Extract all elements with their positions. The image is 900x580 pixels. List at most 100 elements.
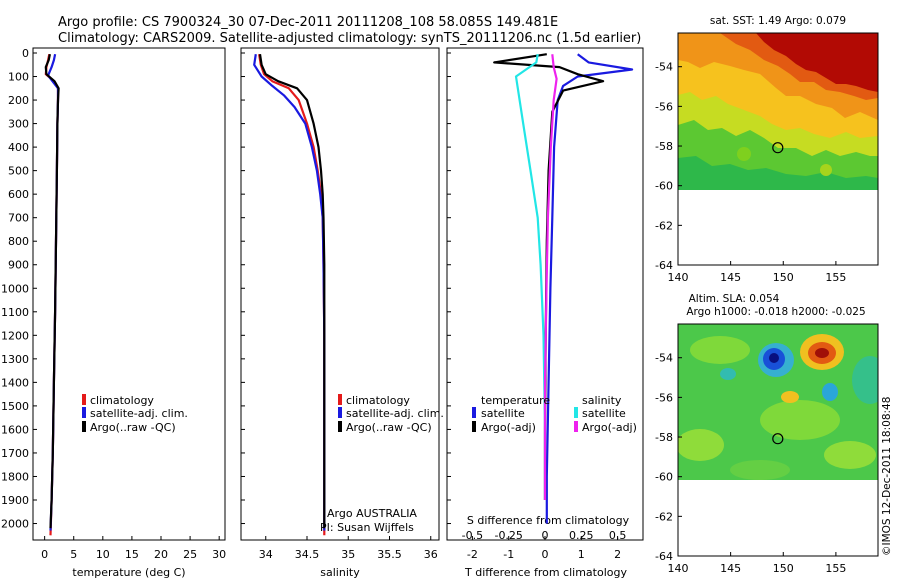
temperature-legend: climatology satellite-adj. clim. Argo(..… [82,394,188,434]
x-tick-label: 0 [41,548,48,561]
depth-ticks [33,52,451,525]
legend-swatch-argo [82,421,86,432]
depth-tick-label: 400 [8,141,29,154]
depth-tick-label: 1500 [1,400,29,413]
difference-series [493,53,634,524]
map-y-tick-label: -54 [655,352,673,365]
map-y-tick-label: -54 [655,61,673,74]
x-tick-label: 0 [542,548,549,561]
legend-label: satellite-adj. clim. [90,407,188,420]
x-tick-label: 2 [614,548,621,561]
salinity-xlabel: salinity [320,566,360,579]
difference-x-ticks: -2 -1 0 1 2 [467,536,621,561]
depth-tick-label: 100 [8,71,29,84]
legend-swatch-climatology [82,394,86,405]
x-tick-label: -1 [503,548,514,561]
map-y-tick-label: -60 [655,180,673,193]
x-tick-label: 1 [578,548,585,561]
depth-tick-label: 300 [8,118,29,131]
map-x-tick-label: 155 [825,562,846,575]
x-tick-label: -2 [467,548,478,561]
salinity-panel [240,47,440,541]
depth-tick-label: 1700 [1,447,29,460]
legend-swatch-satellite [338,407,342,418]
map-y-tick-label: -58 [655,431,673,444]
x-tick-label: 15 [125,548,139,561]
x-tick-label: 20 [154,548,168,561]
map-y-tick-label: -56 [655,100,673,113]
depth-tick-label: 500 [8,165,29,178]
imos-credit: ©IMOS 12-Dec-2011 18:08:48 [881,397,893,556]
map-x-tick-label: 140 [668,562,689,575]
legend-swatch-argo [338,421,342,432]
salinity-x-ticks: 34 34.5 35 35.5 36 [259,536,438,561]
legend-label: Argo(-adj) [481,421,536,434]
depth-tick-label: 1800 [1,470,29,483]
sst-heatmap [678,33,878,265]
temperature-panel [32,47,226,541]
depth-tick-label: 800 [8,235,29,248]
sst-map-y-ticks: -54 -56 -58 -60 -62 -64 [655,61,682,272]
depth-tick-label: 1000 [1,282,29,295]
depth-tick-label: 900 [8,259,29,272]
sla-map-y-ticks: -54 -56 -58 -60 -62 -64 [655,352,682,563]
legend-label: satellite [582,407,626,420]
legend-group-title: salinity [582,394,622,407]
x-tick-label: 0 [542,529,549,542]
legend-label: Argo(-adj) [582,421,637,434]
sst-map-x-ticks: 140 145 150 155 [668,261,846,284]
x-tick-label: 0.25 [569,529,594,542]
map-x-tick-label: 140 [668,271,689,284]
difference-legend: temperature salinity satellite Argo(-adj… [472,394,637,434]
x-tick-label: 10 [96,548,110,561]
sla-map-x-ticks: 140 145 150 155 [668,552,846,575]
map-y-tick-label: -60 [655,471,673,484]
sst-map-title: sat. SST: 1.49 Argo: 0.079 [710,15,846,27]
x-tick-label: 35 [341,548,355,561]
map-x-tick-label: 150 [773,271,794,284]
sla-map-subtitle: Argo h1000: -0.018 h2000: -0.025 [686,306,865,318]
header-line-2: Climatology: CARS2009. Satellite-adjuste… [58,31,641,46]
x-tick-label: 36 [424,548,438,561]
difference-xlabel: T difference from climatology [464,566,627,579]
map-x-tick-label: 145 [720,271,741,284]
map-y-tick-label: -64 [655,550,673,563]
legend-swatch-satellite [82,407,86,418]
sla-map-frame [677,323,879,557]
difference-x2label: S difference from climatology [467,514,630,527]
depth-tick-label: 1600 [1,423,29,436]
x-tick-label: 0.5 [609,529,627,542]
temperature-xlabel: temperature (deg C) [72,566,185,579]
x-tick-label: 30 [212,548,226,561]
series-line-satellite [545,53,634,524]
argo-location-marker [772,433,784,445]
x-tick-label: 5 [70,548,77,561]
difference-s-ticks: -0.5 -0.25 0 0.25 0.5 [462,529,627,542]
depth-tick-label: 1900 [1,494,29,507]
legend-label: satellite [481,407,525,420]
x-tick-label: 34.5 [295,548,320,561]
legend-swatch-climatology [338,394,342,405]
salinity-series [253,54,326,536]
temperature-x-ticks: 0 5 10 15 20 25 30 [41,536,226,561]
legend-group-title: temperature [481,394,550,407]
depth-tick-label: 1200 [1,329,29,342]
header-line-1: Argo profile: CS 7900324_30 07-Dec-2011 … [58,15,558,30]
legend-label: Argo(..raw -QC) [346,421,432,434]
map-y-tick-label: -62 [655,510,673,523]
depth-tick-label: 1300 [1,353,29,366]
x-tick-label: -0.5 [462,529,483,542]
argo-location-marker [772,142,784,154]
sst-map-frame [677,32,879,266]
depth-tick-label: 2000 [1,518,29,531]
depth-tick-label: 0 [22,47,29,60]
depth-tick-label: 700 [8,212,29,225]
temperature-series [44,53,60,536]
legend-swatch-s-satellite [574,407,578,418]
legend-label: Argo(..raw -QC) [90,421,176,434]
series-line-argo [258,54,326,529]
map-y-tick-label: -62 [655,219,673,232]
map-y-tick-label: -64 [655,259,673,272]
legend-swatch-t-argo [472,421,476,432]
